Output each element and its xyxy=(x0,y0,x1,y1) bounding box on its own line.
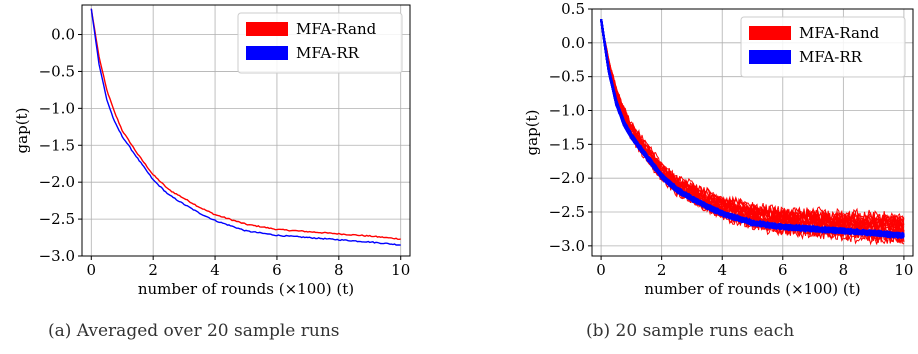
panel-1-series-1-run-line xyxy=(600,19,905,237)
panel-0-x-axis-label: number of rounds (×100) (t) xyxy=(138,280,354,298)
panel-0-x-tick-label: 4 xyxy=(210,261,220,279)
panel-1-series-1-run-line xyxy=(600,19,905,239)
panel-0-x-tick-label: 6 xyxy=(272,261,282,279)
panel-0-legend-label-0: MFA-Rand xyxy=(296,20,377,38)
panel-1-y-tick-label: −1.5 xyxy=(549,135,585,153)
panel-0-y-tick-label: −1.0 xyxy=(39,99,75,117)
panel-1-y-tick-label: −2.0 xyxy=(549,169,585,187)
panel-0-x-tick-label: 8 xyxy=(334,261,344,279)
panel-1-series-0-run-line xyxy=(600,19,905,235)
panel-1-y-tick-label: 0.5 xyxy=(561,0,585,18)
panel-0-legend-swatch-1 xyxy=(246,46,288,60)
panel-1-legend-swatch-1 xyxy=(749,50,791,64)
panel-1-x-tick-label: 10 xyxy=(894,261,913,279)
panel-0-y-tick-label: −2.5 xyxy=(39,210,75,228)
panel-1-legend-label-1: MFA-RR xyxy=(799,48,863,66)
panel-0-y-tick-label: −2.0 xyxy=(39,173,75,191)
panel-0-y-tick-label: −1.5 xyxy=(39,136,75,154)
panel-1-x-tick-label: 0 xyxy=(596,261,606,279)
panel-1-series-0-run-line xyxy=(600,19,905,233)
panel-0-legend-swatch-0 xyxy=(246,22,288,36)
panel-0-x-tick-label: 10 xyxy=(391,261,410,279)
panel-1-legend-swatch-0 xyxy=(749,26,791,40)
panel-0-axes-frame xyxy=(81,4,411,257)
panel-1-x-tick-label: 2 xyxy=(657,261,667,279)
panel-0-y-tick-label: −3.0 xyxy=(39,247,75,265)
panel-1-y-tick-label: 0.0 xyxy=(561,34,585,52)
panel-1-y-tick-label: −3.0 xyxy=(549,237,585,255)
panel-0-series-0-line xyxy=(90,8,401,241)
panel-1-x-tick-label: 4 xyxy=(717,261,727,279)
panel-0-x-tick-label: 0 xyxy=(87,261,97,279)
panel-1-y-tick-label: −2.5 xyxy=(549,203,585,221)
panel-0-y-tick-label: 0.0 xyxy=(51,26,75,44)
panel-1-y-tick-label: −0.5 xyxy=(549,68,585,86)
panel-1-axes-frame xyxy=(591,8,914,257)
panel-1-x-axis-label: number of rounds (×100) (t) xyxy=(644,280,860,298)
panel-0-legend-label-1: MFA-RR xyxy=(296,44,360,62)
panel-0-x-tick-label: 2 xyxy=(148,261,158,279)
panel-0-y-axis-label: gap(t) xyxy=(13,108,31,154)
caption-b: (b) 20 sample runs each xyxy=(586,321,794,341)
panel-0-series-1-line xyxy=(90,8,401,246)
panel-1-x-tick-label: 6 xyxy=(778,261,788,279)
panel-1-x-tick-label: 8 xyxy=(839,261,849,279)
panel-1-legend-label-0: MFA-Rand xyxy=(799,24,880,42)
panel-1-y-tick-label: −1.0 xyxy=(549,102,585,120)
panel-1-y-axis-label: gap(t) xyxy=(523,110,541,156)
panel-1-series-0-run-line xyxy=(600,19,905,228)
caption-a: (a) Averaged over 20 sample runs xyxy=(48,321,340,341)
panel-0-y-tick-label: −0.5 xyxy=(39,62,75,80)
